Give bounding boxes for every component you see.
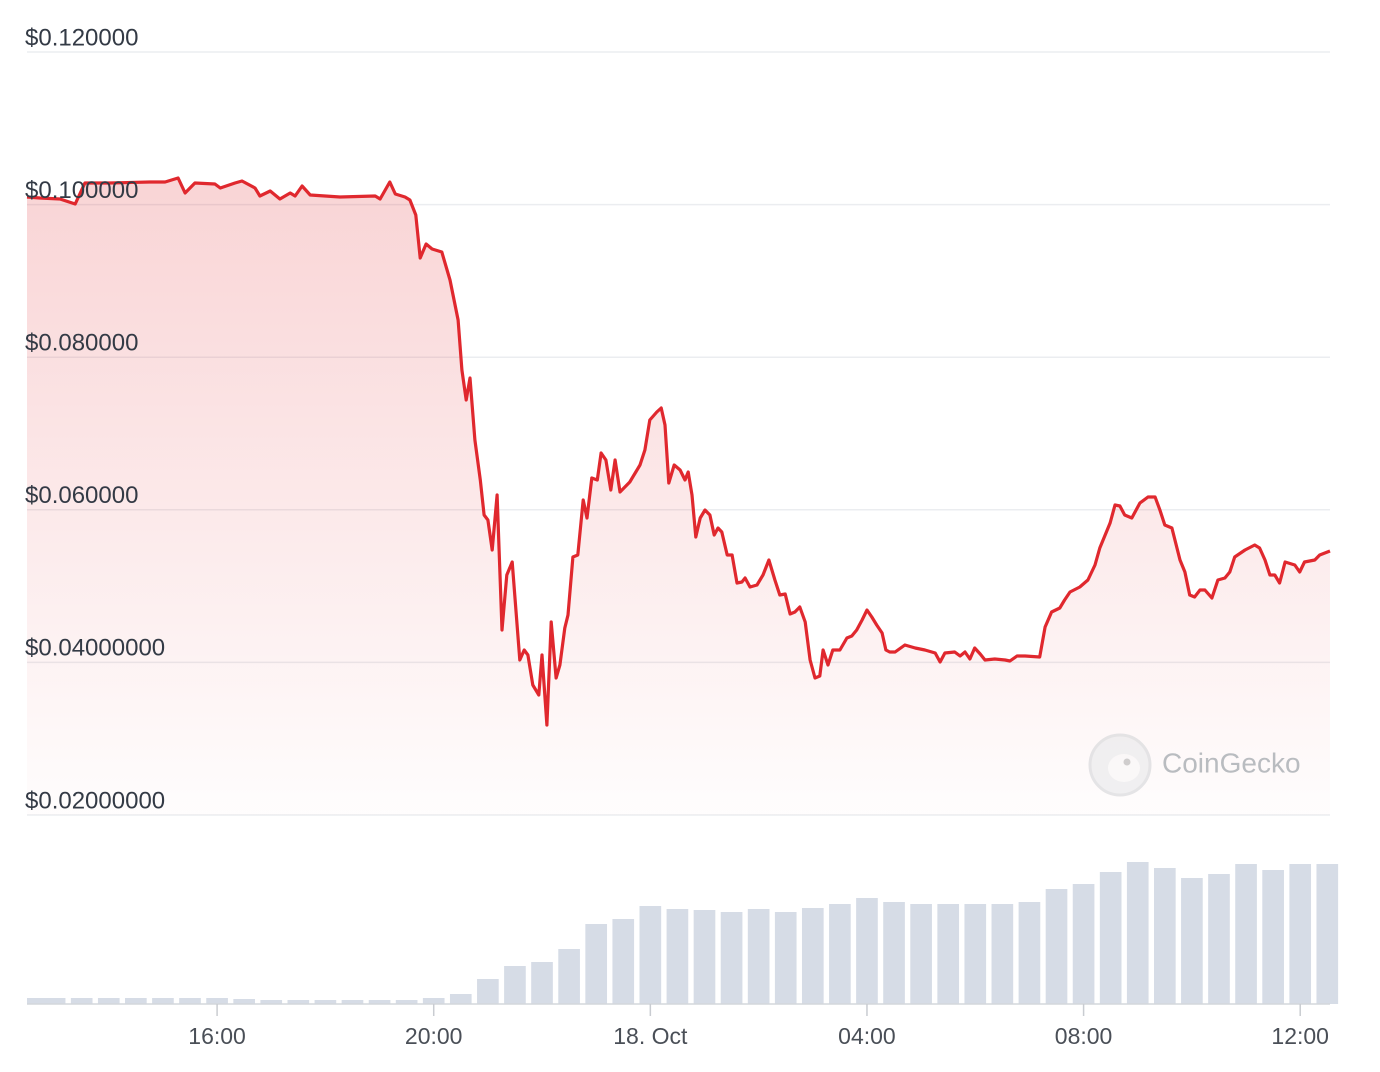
volume-bar: [368, 1000, 391, 1004]
volume-bar: [1045, 889, 1068, 1004]
x-tick-label: 18. Oct: [613, 1023, 688, 1049]
y-tick-label: $0.02000000: [25, 787, 165, 814]
volume-bar: [1126, 862, 1149, 1004]
volume-bar: [829, 904, 851, 1004]
x-tick-label: 16:00: [188, 1023, 246, 1049]
volume-bar: [1181, 878, 1203, 1004]
watermark-logo-eye: [1123, 758, 1131, 766]
volume-bar: [1153, 868, 1176, 1004]
y-tick-label: $0.04000000: [25, 635, 165, 662]
watermark: [1088, 733, 1152, 797]
volume-bar: [449, 994, 472, 1004]
volume-bar: [125, 998, 147, 1004]
axes: $0.120000 $0.100000 $0.080000 $0.060000 $0.0…: [25, 24, 1330, 1049]
volume-bar: [1072, 884, 1095, 1004]
volume-bar: [504, 966, 526, 1004]
volume-bar: [910, 904, 932, 1004]
volume-bar: [801, 908, 824, 1004]
volume-bar: [558, 949, 580, 1004]
volume-bar: [70, 998, 93, 1004]
y-tick-label: $0.100000: [25, 177, 138, 204]
volume-bar: [774, 912, 797, 1004]
y-tick-label: $0.120000: [25, 24, 138, 51]
volume-bar: [1262, 870, 1284, 1004]
volume-bar: [693, 910, 716, 1004]
x-tick-label: 04:00: [838, 1023, 896, 1049]
volume-bar: [991, 904, 1014, 1004]
volume-bar: [964, 904, 987, 1004]
volume-bar: [1235, 864, 1257, 1004]
volume-bar: [612, 919, 635, 1004]
x-tick-label: 12:00: [1271, 1023, 1329, 1049]
price: [26, 176, 1331, 815]
y-tick-label: $0.060000: [25, 482, 138, 509]
watermark-text: CoinGecko: [1162, 747, 1301, 778]
volume-bar: [937, 904, 960, 1004]
volume-bar: [1099, 872, 1122, 1004]
volume-bar: [720, 912, 743, 1004]
volume-bar: [97, 998, 120, 1004]
volume-bar: [152, 998, 174, 1004]
volume-bar: [395, 1000, 418, 1004]
volume-bar: [341, 1000, 364, 1004]
volume-bar: [1289, 864, 1312, 1004]
volume-bars: [27, 862, 1339, 1004]
volume-bar: [27, 998, 49, 1004]
volume-bar: [233, 999, 255, 1004]
price-line: [26, 176, 1331, 727]
x-tick-label: 08:00: [1055, 1023, 1113, 1049]
volume-bar: [206, 998, 228, 1004]
watermark-logo-face: [1108, 754, 1140, 782]
price-area: [27, 178, 1330, 815]
volume-bar: [179, 998, 201, 1004]
volume-bar: [43, 998, 66, 1004]
volume-bar: [531, 962, 553, 1004]
volume-bar: [747, 909, 770, 1004]
volume-bar: [856, 898, 878, 1004]
volume-bar: [585, 924, 608, 1004]
y-tick-label: $0.080000: [25, 330, 138, 357]
volume-bar: [639, 906, 662, 1004]
volume-bar: [287, 1000, 310, 1004]
volume-bar: [477, 979, 499, 1004]
x-tick-label: 20:00: [405, 1023, 463, 1049]
volume-bar: [1316, 864, 1339, 1004]
volume-bar: [883, 902, 905, 1004]
volume-bar: [666, 909, 689, 1004]
volume-bar: [422, 998, 445, 1004]
volume-bar: [1018, 902, 1041, 1004]
volume-bar: [1208, 874, 1230, 1004]
volume-bar: [314, 1000, 337, 1004]
volume-bar: [260, 1000, 283, 1004]
